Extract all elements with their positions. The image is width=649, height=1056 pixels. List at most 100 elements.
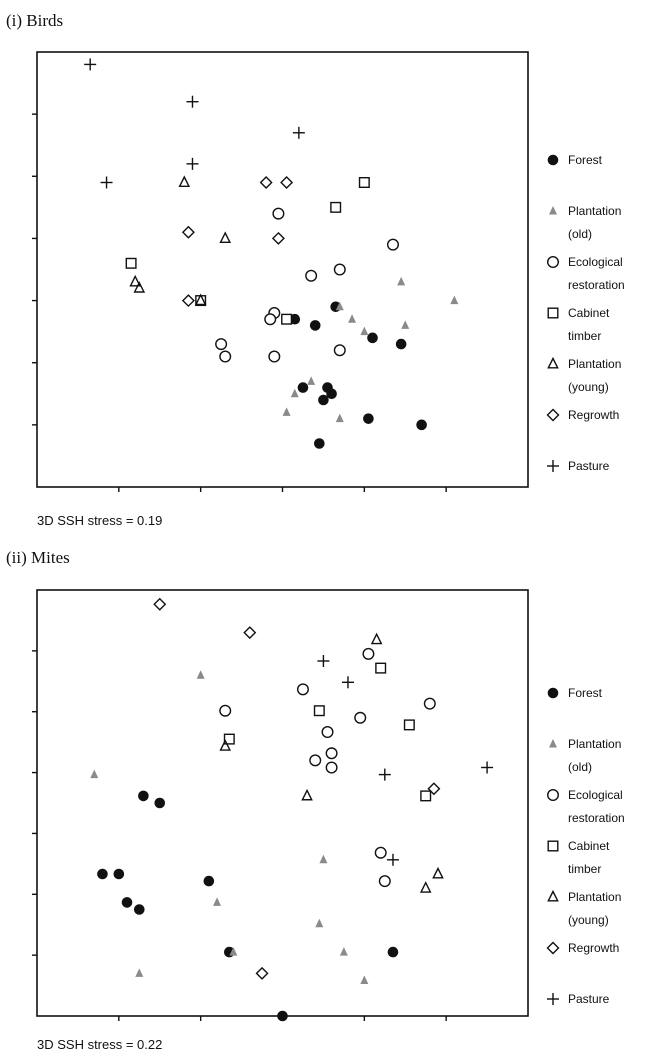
mites-stress-note: 3D SSH stress = 0.22 xyxy=(37,1037,162,1052)
birds-axis-ticks xyxy=(32,113,447,492)
birds-point-ecological-restoration xyxy=(333,263,346,276)
mites-legend-label-plantation-young: (young) xyxy=(568,913,609,927)
birds-point-pasture xyxy=(292,126,305,139)
mites-point-ecological-restoration xyxy=(321,726,334,739)
mites-point-ecological-restoration xyxy=(354,711,367,724)
birds-point-regrowth xyxy=(181,294,195,308)
mites-panel: (ii) Mites Forest Plantation (old) Ecologic… xyxy=(6,548,625,1052)
mites-legend-marker-pasture xyxy=(547,993,559,1005)
birds-legend-marker-plantation-young xyxy=(547,356,559,369)
birds-point-cabinet-timber xyxy=(281,313,293,325)
birds-point-pasture xyxy=(84,58,97,71)
mites-legend-label-forest: Forest xyxy=(568,686,603,700)
mites-point-forest xyxy=(387,946,399,958)
birds-point-ecological-restoration xyxy=(272,207,285,220)
birds-legend-label-ecological-restoration: restoration xyxy=(568,278,625,292)
birds-point-ecological-restoration xyxy=(215,338,228,351)
birds-point-plantation-old xyxy=(397,276,406,286)
birds-point-plantation-old xyxy=(282,407,291,416)
birds-point-plantation-old xyxy=(307,376,316,385)
mites-point-forest xyxy=(277,1010,288,1022)
birds-point-plantation-old xyxy=(401,320,410,329)
mites-points xyxy=(90,597,494,1022)
birds-legend-label-ecological-restoration: Ecological xyxy=(568,255,623,269)
birds-plot-frame xyxy=(36,51,529,488)
birds-point-forest xyxy=(289,313,301,325)
mites-point-plantation-old xyxy=(90,769,99,779)
birds-legend-marker-ecological-restoration xyxy=(547,256,560,269)
birds-point-forest xyxy=(309,320,321,331)
mites-point-cabinet-timber xyxy=(420,790,432,802)
birds-point-forest xyxy=(367,332,378,344)
birds-point-ecological-restoration xyxy=(264,313,277,326)
mites-point-plantation-old xyxy=(360,975,369,984)
mites-legend-label-plantation-old: Plantation xyxy=(568,737,621,751)
mites-legend-label-cabinet-timber: timber xyxy=(568,862,601,876)
mites-point-plantation-old xyxy=(339,947,348,956)
birds-point-cabinet-timber xyxy=(358,176,370,188)
birds-legend-label-regrowth: Regrowth xyxy=(568,408,619,422)
mites-axis-ticks xyxy=(32,650,447,1021)
mites-point-plantation-old xyxy=(213,897,222,906)
birds-point-forest xyxy=(297,382,309,393)
birds-legend-label-plantation-old: Plantation xyxy=(568,204,621,218)
mites-point-plantation-young xyxy=(419,881,432,893)
birds-point-cabinet-timber xyxy=(330,201,342,213)
mites-point-plantation-old xyxy=(196,670,205,679)
birds-point-pasture xyxy=(186,157,199,170)
birds-point-plantation-old xyxy=(348,314,357,323)
birds-point-regrowth xyxy=(280,176,294,189)
mites-plot-frame xyxy=(36,589,529,1017)
birds-point-ecological-restoration xyxy=(305,269,318,282)
birds-point-forest xyxy=(363,413,374,424)
birds-legend-label-plantation-young: Plantation xyxy=(568,357,621,371)
mites-point-ecological-restoration xyxy=(423,697,436,710)
mites-point-forest xyxy=(203,875,215,887)
birds-legend-marker-regrowth xyxy=(546,408,560,422)
birds-legend-label-forest: Forest xyxy=(568,153,603,167)
birds-point-forest xyxy=(322,382,333,393)
birds-legend-marker-plantation-old xyxy=(549,206,557,215)
birds-point-plantation-young xyxy=(129,274,142,287)
birds-legend: Forest Plantation (old) Ecological restorati… xyxy=(546,153,625,473)
mites-point-forest xyxy=(154,797,166,809)
mites-point-cabinet-timber xyxy=(375,662,387,674)
mites-point-ecological-restoration xyxy=(219,704,232,717)
mites-point-forest xyxy=(138,790,149,802)
birds-points xyxy=(84,58,459,449)
mites-legend-marker-regrowth xyxy=(546,941,560,955)
birds-point-plantation-old xyxy=(360,326,369,336)
mites-point-plantation-young xyxy=(432,866,444,879)
birds-point-plantation-old xyxy=(335,301,344,311)
birds-point-pasture xyxy=(100,176,113,189)
mites-point-regrowth xyxy=(153,597,167,611)
birds-panel-title: (i) Birds xyxy=(6,11,63,30)
mites-point-plantation-young xyxy=(219,739,232,751)
mites-point-regrowth xyxy=(243,626,257,640)
mites-point-plantation-young xyxy=(301,788,313,801)
birds-point-pasture xyxy=(186,95,199,108)
mites-legend-marker-cabinet-timber xyxy=(547,840,559,852)
mites-point-ecological-restoration xyxy=(374,846,387,859)
mites-point-pasture xyxy=(378,768,391,781)
mites-legend-label-cabinet-timber: Cabinet xyxy=(568,839,610,853)
mites-point-ecological-restoration xyxy=(325,747,338,760)
birds-point-regrowth xyxy=(259,176,273,189)
mites-legend-label-ecological-restoration: Ecological xyxy=(568,788,623,802)
birds-legend-label-plantation-young: (young) xyxy=(568,380,609,394)
mites-point-pasture xyxy=(317,655,330,667)
birds-point-plantation-old xyxy=(290,388,299,398)
birds-point-ecological-restoration xyxy=(219,350,232,363)
mites-legend-label-plantation-young: Plantation xyxy=(568,890,621,904)
mites-legend-label-ecological-restoration: restoration xyxy=(568,811,625,825)
mites-point-plantation-old xyxy=(229,947,238,956)
mites-point-forest xyxy=(113,868,125,880)
mites-legend-label-regrowth: Regrowth xyxy=(568,941,619,955)
birds-legend-marker-cabinet-timber xyxy=(547,307,559,319)
birds-point-plantation-young xyxy=(194,293,207,306)
mites-point-pasture xyxy=(341,676,354,689)
mites-legend-label-pasture: Pasture xyxy=(568,992,610,1006)
birds-point-regrowth xyxy=(181,225,195,239)
birds-point-cabinet-timber xyxy=(125,257,137,269)
